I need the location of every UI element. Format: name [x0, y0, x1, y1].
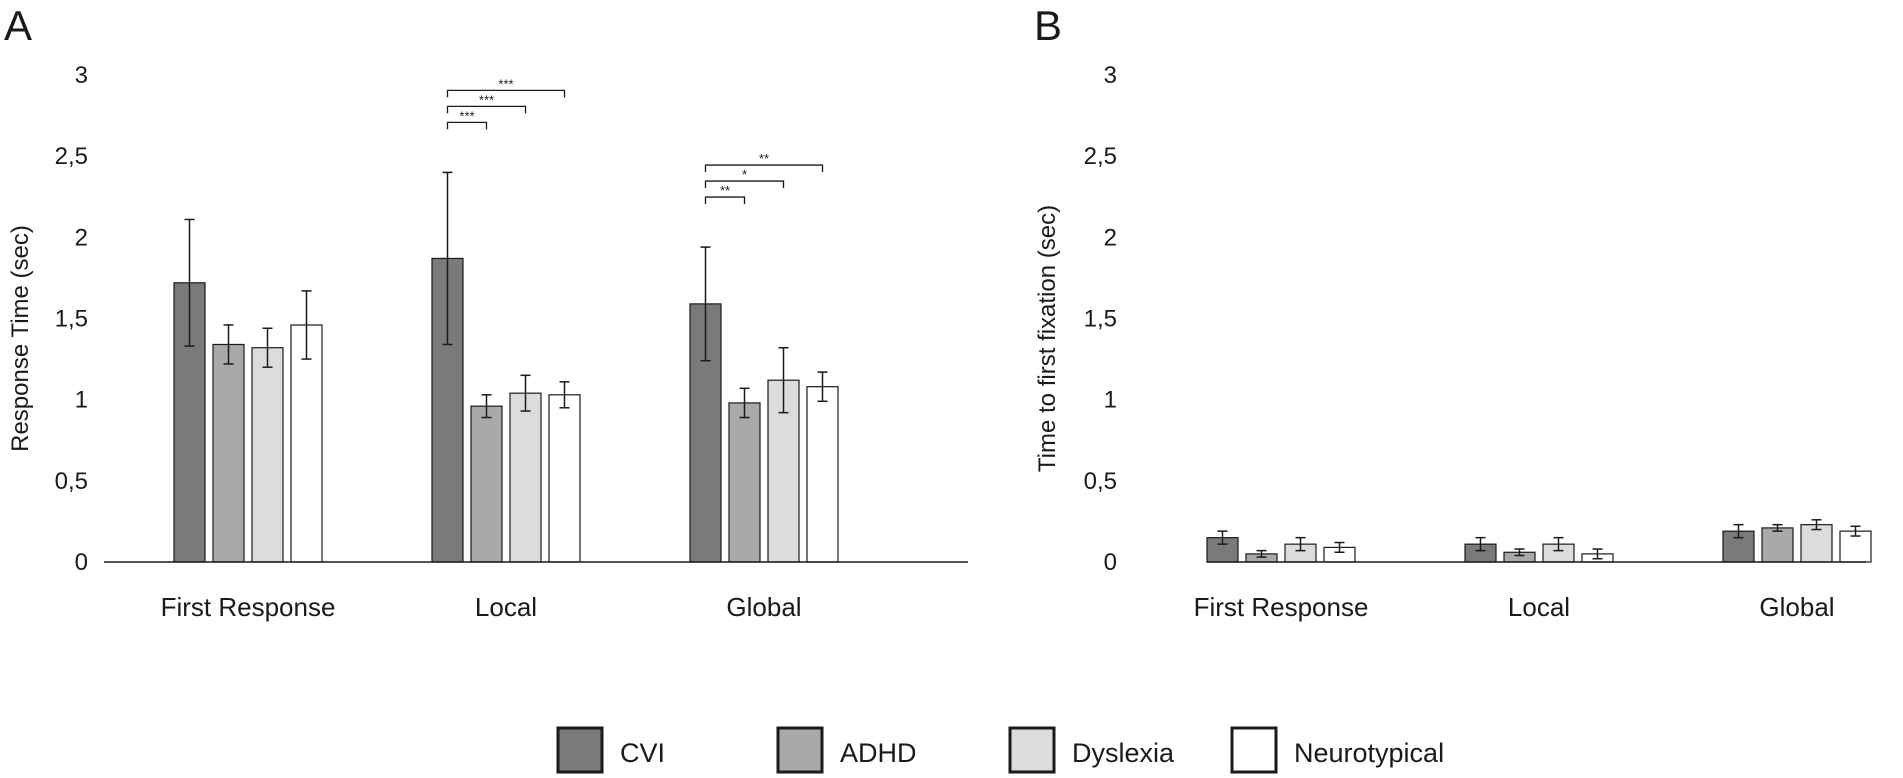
bar-adhd-global: [1761, 527, 1794, 563]
significance-label: **: [720, 183, 730, 198]
x-category-label: First Response: [1194, 592, 1369, 622]
y-tick-label: 0,5: [55, 468, 88, 495]
panel-label: A: [4, 2, 32, 49]
significance-label: **: [759, 151, 769, 166]
x-category-label: First Response: [161, 592, 336, 622]
legend-label-adhd: ADHD: [840, 738, 917, 768]
significance-bracket: [704, 164, 824, 173]
significance-bracket: [704, 180, 785, 189]
y-tick-label: 2: [1104, 224, 1117, 251]
legend-label-cvi: CVI: [620, 738, 665, 768]
x-category-label: Global: [1759, 592, 1834, 622]
legend-swatch-adhd: [776, 726, 824, 774]
bar-dyslexia-first-response: [251, 347, 284, 563]
y-tick-label: 1,5: [55, 306, 88, 333]
y-axis-label: Time to first fixation (sec): [1034, 205, 1061, 472]
y-tick-label: 1: [75, 387, 88, 414]
significance-label: ***: [459, 108, 474, 123]
legend-label-dyslexia: Dyslexia: [1072, 738, 1175, 768]
legend-swatch-cvi: [556, 726, 604, 774]
significance-label: ***: [479, 92, 494, 107]
x-category-label: Local: [1508, 592, 1570, 622]
y-tick-label: 1: [1104, 387, 1117, 414]
y-tick-label: 2,5: [1084, 143, 1117, 170]
y-axis-label: Response Time (sec): [7, 225, 34, 452]
y-tick-label: 0,5: [1084, 468, 1117, 495]
y-tick-label: 2,5: [55, 143, 88, 170]
y-tick-label: 0: [75, 549, 88, 576]
bar-neurotypical-local: [548, 394, 581, 563]
significance-bracket: [446, 105, 527, 114]
significance-bracket: [446, 121, 488, 130]
legend-swatch-dyslexia: [1008, 726, 1056, 774]
panel-label: B: [1034, 2, 1062, 49]
legend-label-neurotypical: Neurotypical: [1294, 738, 1444, 768]
y-tick-label: 0: [1104, 549, 1117, 576]
bar-adhd-first-response: [212, 343, 245, 563]
x-category-label: Local: [475, 592, 537, 622]
bar-dyslexia-local: [509, 392, 542, 563]
legend: CVI ADHD Dyslexia Neurotypical: [556, 726, 1444, 774]
legend-swatch-neurotypical: [1230, 726, 1278, 774]
bar-neurotypical-global: [806, 386, 839, 563]
significance-bracket: [704, 196, 746, 205]
panel-b: B 0 0,5 1 1,5 2 2,5 3 Time to first fixation (se…: [1034, 2, 1872, 622]
significance-label: ***: [498, 76, 513, 91]
significance-bracket: [446, 89, 566, 98]
x-category-label: Global: [726, 592, 801, 622]
bar-adhd-local: [470, 405, 503, 563]
significance-label: *: [742, 167, 747, 182]
y-tick-label: 3: [1104, 62, 1117, 89]
y-tick-label: 2: [75, 224, 88, 251]
y-tick-label: 3: [75, 62, 88, 89]
bar-neurotypical-first-response: [290, 324, 323, 563]
panel-a: A 0 0,5 1 1,5 2 2,5 3 Response Time (sec) First R…: [4, 2, 968, 622]
bar-adhd-global: [728, 402, 761, 563]
y-tick-label: 1,5: [1084, 306, 1117, 333]
